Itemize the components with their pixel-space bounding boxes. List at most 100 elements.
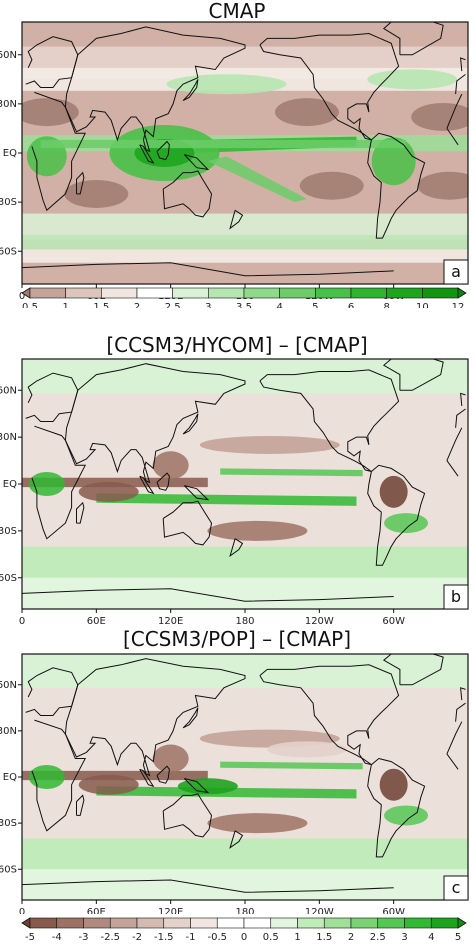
colorbar-segment — [430, 917, 459, 929]
colorbar-label: -4 — [52, 932, 62, 943]
lon-tick-label: 120E — [158, 616, 183, 625]
colorbar-label: 10 — [416, 302, 429, 308]
lat-tick-label: 30S — [0, 197, 17, 208]
lat-tick-label: EQ — [3, 772, 17, 783]
lon-tick-label: 180 — [235, 907, 254, 914]
colorbar-difference: -5 -4 -3 -2.5 -2 -1.5 -1 -0.5 0 0.5 1 1.5 2 2.5 3 4 5 — [21, 917, 467, 943]
colorbar-segment — [136, 287, 173, 299]
colorbar-label: 6 — [348, 302, 354, 308]
colorbar-label: -2 — [132, 932, 142, 943]
panel-b-map: 60N 30N EQ 30S 60S 0 60E 120E 180 120W 60W b — [0, 358, 469, 625]
lon-tick-label: 60E — [87, 616, 106, 625]
lat-tick-label: 60N — [0, 50, 17, 61]
colorbar-label: 1 — [62, 302, 68, 308]
panel-letter: b — [451, 587, 461, 606]
colorbar-label: 3.5 — [236, 302, 252, 308]
lon-tick-label: 0 — [19, 616, 25, 625]
colorbar-segment — [315, 287, 352, 299]
colorbar-label: 12 — [452, 302, 465, 308]
colorbar-segment — [65, 287, 102, 299]
colorbar-segment — [323, 917, 352, 929]
colorbar-label: -3 — [79, 932, 89, 943]
colorbar-label: -2.5 — [100, 932, 120, 943]
colorbar-segment — [457, 287, 467, 299]
panel-a-map: 60N30NEQ30S60S060E120E180120W60Wa — [0, 21, 469, 302]
panel-c-map: 60N 30N EQ 30S 60S 0 60E 120E 180 120W 60W c — [0, 653, 469, 914]
lat-tick-label: 60N — [0, 385, 17, 396]
colorbar-segment — [270, 917, 298, 929]
colorbar-label: 2.5 — [370, 932, 386, 943]
colorbar-label: 1 — [294, 932, 300, 943]
colorbar-segment — [422, 287, 459, 299]
colorbar-label: 5 — [455, 932, 461, 943]
colorbar-label: -0.5 — [207, 932, 227, 943]
colorbar-segment — [29, 917, 58, 929]
panel-letter-box — [443, 875, 469, 901]
lon-tick-label: 120W — [305, 616, 334, 625]
colorbar-segment — [172, 287, 209, 299]
colorbar-label: 2 — [134, 302, 140, 308]
colorbar-segment — [404, 917, 432, 929]
lat-tick-label: 30S — [0, 526, 17, 537]
colorbar-label: 0.5 — [263, 932, 279, 943]
panel-a-title: CMAP — [208, 0, 266, 23]
panel-letter: a — [451, 262, 461, 281]
colorbar-label: 4 — [276, 302, 282, 308]
colorbar-segment — [109, 917, 138, 929]
colorbar-label: 0.5 — [22, 302, 38, 308]
colorbar-segment — [208, 287, 245, 299]
colorbar-segment — [350, 287, 387, 299]
colorbar-label: 0 — [241, 932, 247, 943]
colorbar-segment — [243, 917, 272, 929]
colorbar-segment — [243, 287, 280, 299]
colorbar-segment — [56, 917, 84, 929]
panel-c-title: [CCSM3/POP] – [CMAP] — [122, 627, 352, 651]
lat-tick-label: 30N — [0, 99, 17, 110]
lat-tick-label: EQ — [3, 148, 17, 159]
colorbar-segment — [136, 917, 165, 929]
colorbar-label: -1 — [186, 932, 196, 943]
lat-tick-label: EQ — [3, 479, 17, 490]
panel-b-title: [CCSM3/HYCOM] – [CMAP] — [106, 333, 368, 357]
colorbar-segment — [279, 287, 316, 299]
panel-letter-box — [443, 259, 469, 285]
panel-letter-box — [443, 584, 469, 610]
colorbar-segment — [386, 287, 423, 299]
colorbar-segment — [29, 287, 66, 299]
panel-letter: c — [452, 878, 461, 897]
colorbar-label: 1.5 — [316, 932, 332, 943]
colorbar-label: 1.5 — [93, 302, 109, 308]
lat-tick-label: 30N — [0, 432, 17, 443]
colorbar-segment — [190, 917, 218, 929]
lon-tick-label: 60W — [382, 616, 405, 625]
colorbar-segment — [101, 287, 138, 299]
lon-tick-label: 120E — [158, 907, 183, 914]
lon-tick-label: 0 — [19, 907, 25, 914]
lon-tick-label: 60W — [382, 907, 405, 914]
colorbar-label: 8 — [383, 302, 389, 308]
lon-tick-label: 120W — [305, 907, 334, 914]
colorbar-label: 2.5 — [165, 302, 181, 308]
colorbar-precip: 0.5 1 1.5 2 2.5 3 3.5 4 5 6 8 10 12 — [21, 287, 467, 308]
colorbar-segment — [297, 917, 325, 929]
colorbar-segment — [83, 917, 111, 929]
colorbar-segment — [21, 287, 31, 299]
lat-tick-label: 60N — [0, 680, 17, 691]
lat-tick-label: 60S — [0, 246, 17, 257]
lat-tick-label: 30S — [0, 818, 17, 829]
colorbar-label: 5 — [312, 302, 318, 308]
lon-tick-label: 60E — [87, 907, 106, 914]
colorbar-label: 3 — [205, 302, 211, 308]
colorbar-label: 3 — [401, 932, 407, 943]
colorbar-segment — [21, 917, 31, 929]
colorbar-segment — [163, 917, 191, 929]
colorbar-label: 2 — [348, 932, 354, 943]
lat-tick-label: 60S — [0, 573, 17, 584]
colorbar-segment — [216, 917, 245, 929]
colorbar-segment — [377, 917, 405, 929]
colorbar-label: -5 — [25, 932, 35, 943]
lat-tick-label: 30N — [0, 726, 17, 737]
lon-tick-label: 0 — [19, 291, 25, 302]
lon-tick-label: 180 — [235, 616, 254, 625]
colorbar-label: -1.5 — [154, 932, 174, 943]
